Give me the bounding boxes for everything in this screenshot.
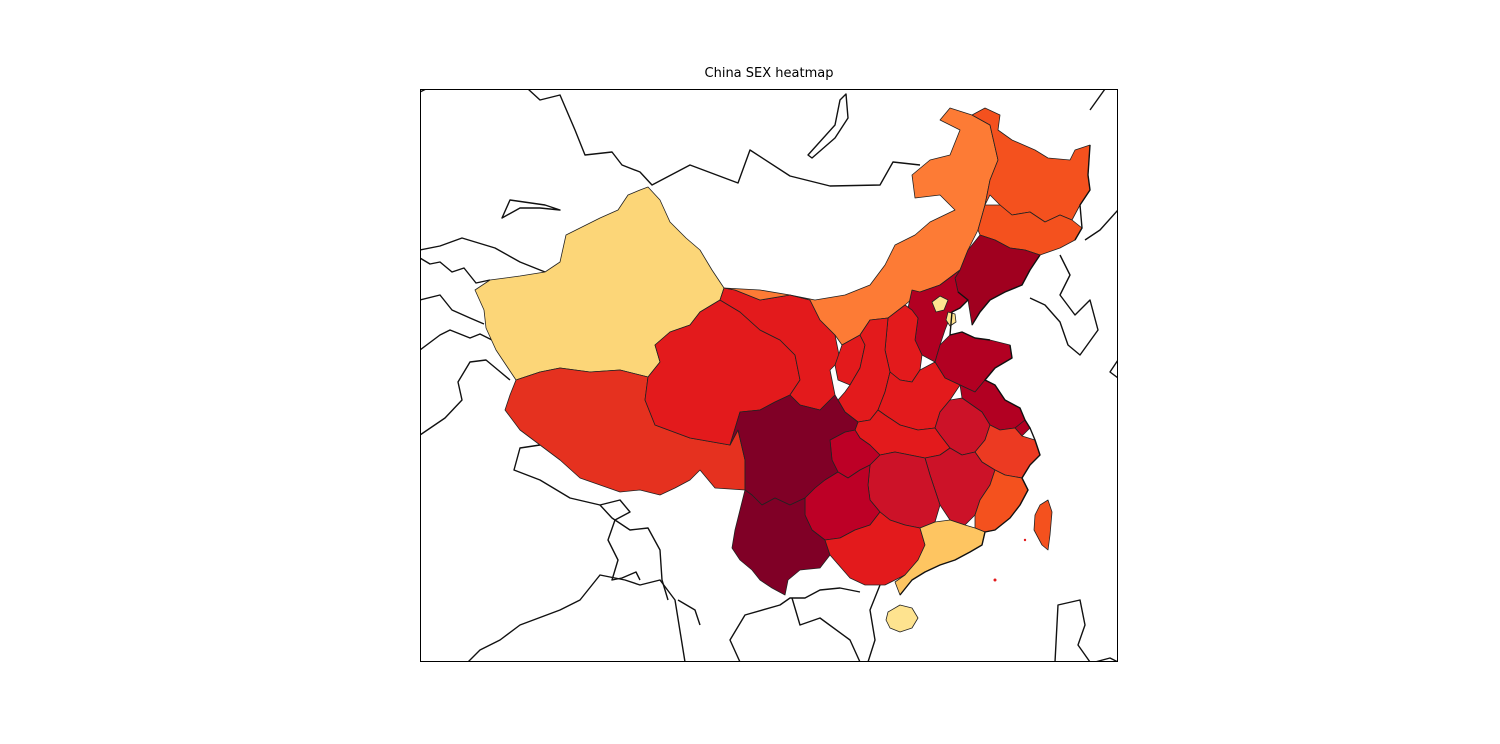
country-borders: [420, 89, 1118, 662]
coastline: [899, 144, 1091, 596]
region-beijing: [931, 295, 949, 313]
region-yunnan: [731, 489, 831, 596]
region-shanxi: [884, 304, 923, 383]
region-taiwan: [1033, 499, 1053, 551]
chart-title: China SEX heatmap: [704, 66, 834, 81]
islands: [993, 538, 1027, 582]
provinces: [474, 107, 1091, 633]
region-hainan: [885, 604, 919, 633]
region-tibet: [504, 367, 746, 496]
map-frame: [420, 89, 1118, 662]
